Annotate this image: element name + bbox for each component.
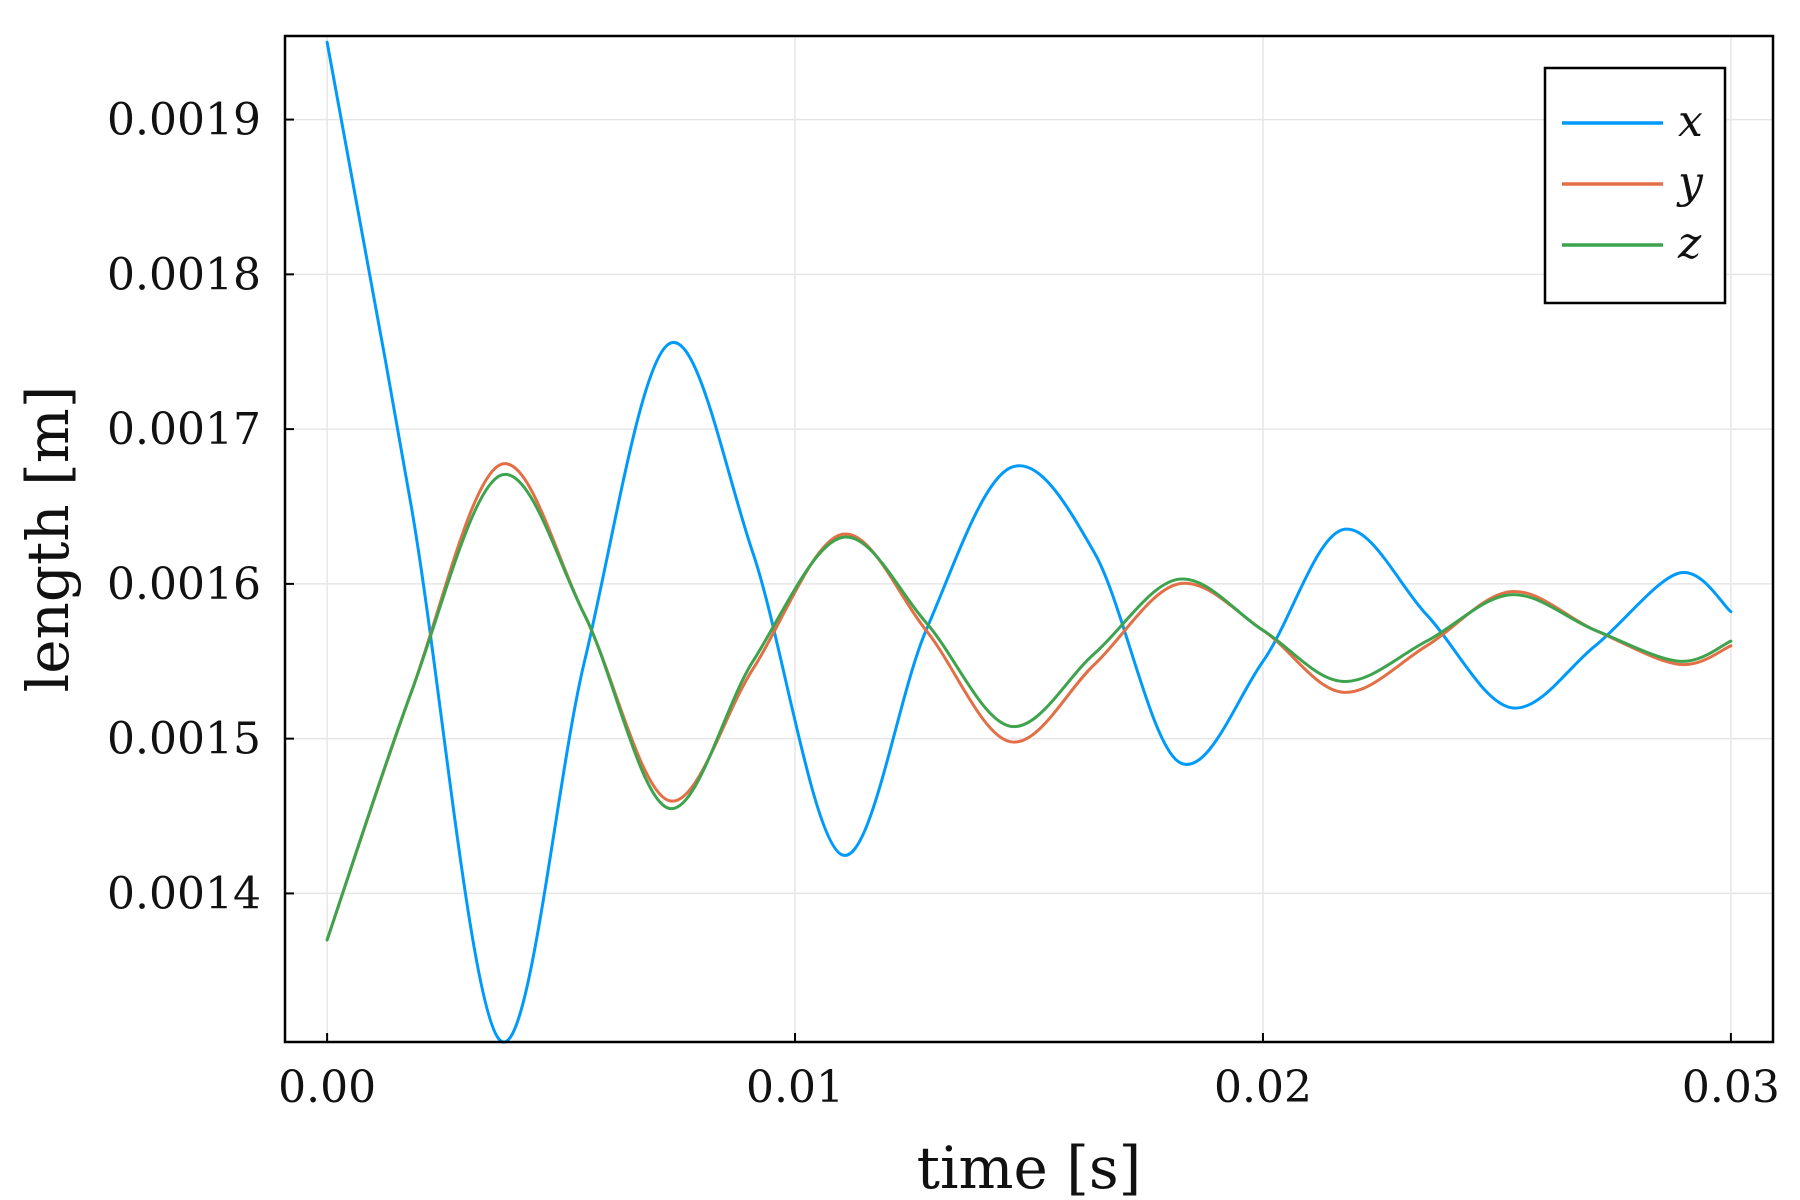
y-tick-label: 0.0016 [107,559,261,610]
x-tick-label: 0.00 [278,1062,376,1113]
legend-label-y: y [1676,157,1704,208]
y-tick-label: 0.0019 [107,95,261,146]
y-tick-label: 0.0018 [107,249,261,300]
x-axis-label: time [s] [917,1134,1142,1200]
y-tick-label: 0.0014 [107,868,261,919]
series-layer [325,40,1733,1044]
x-tick-label: 0.02 [1214,1062,1312,1113]
y-tick-label: 0.0015 [107,714,261,765]
plot-frame [283,34,1775,1044]
legend-label-z: z [1677,218,1702,269]
y-axis-label: length [m] [14,386,82,693]
series-line-x [325,40,1733,1044]
series-line-z [325,472,1733,942]
x-tick-label: 0.03 [1682,1062,1780,1113]
y-tick-label: 0.0017 [107,404,261,455]
x-tick-label: 0.01 [746,1062,844,1113]
legend: x y z [1543,66,1727,305]
series-line-y [325,462,1733,942]
ticks: 0.00 0.01 0.02 0.03 0.0014 0.0015 0.0016 0.0017… [107,95,1780,1113]
legend-label-x: x [1678,96,1703,147]
